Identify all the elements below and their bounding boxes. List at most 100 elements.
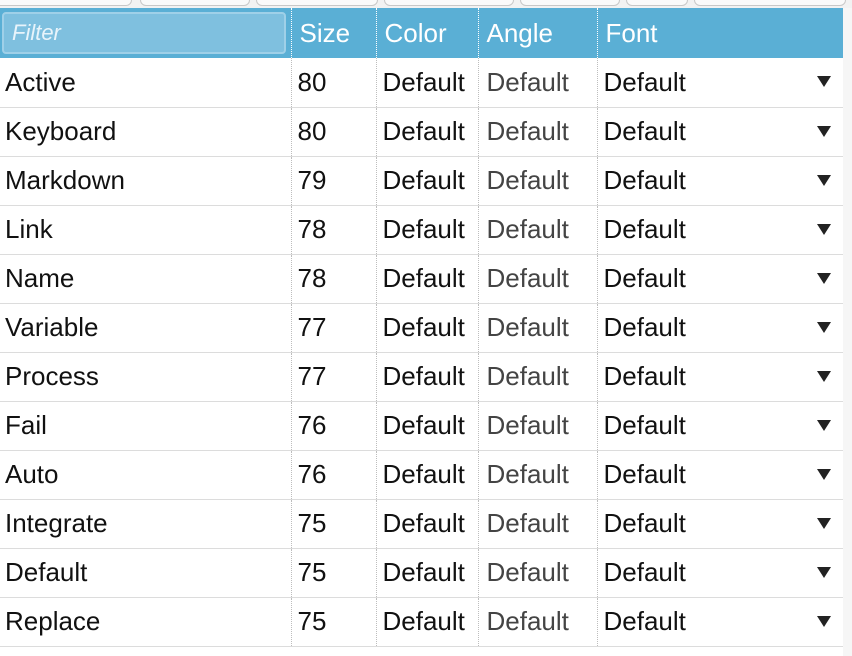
font-cell[interactable]: Default bbox=[597, 499, 843, 548]
vertical-scrollbar[interactable] bbox=[843, 8, 852, 656]
table-row[interactable]: Auto 76 Default Default Default bbox=[0, 450, 843, 499]
table-row[interactable]: Active 80 Default Default Default bbox=[0, 58, 843, 107]
chevron-down-icon[interactable] bbox=[817, 371, 831, 382]
tab-1[interactable] bbox=[0, 0, 132, 6]
chevron-down-icon[interactable] bbox=[817, 76, 831, 87]
font-cell[interactable]: Default bbox=[597, 597, 843, 646]
table-row[interactable]: Default 75 Default Default Default bbox=[0, 548, 843, 597]
angle-cell[interactable]: Default bbox=[478, 352, 597, 401]
size-cell[interactable]: 76 bbox=[291, 450, 376, 499]
tag-name-cell[interactable]: Process bbox=[0, 352, 291, 401]
color-cell[interactable]: Default bbox=[376, 597, 478, 646]
tag-name-cell[interactable]: Markdown bbox=[0, 156, 291, 205]
font-cell[interactable]: Default bbox=[597, 401, 843, 450]
chevron-down-icon[interactable] bbox=[817, 273, 831, 284]
table-row[interactable]: Variable 77 Default Default Default bbox=[0, 303, 843, 352]
column-header-font[interactable]: Font bbox=[597, 8, 843, 58]
tab-7[interactable] bbox=[694, 0, 846, 6]
color-cell[interactable]: Default bbox=[376, 352, 478, 401]
tag-name-cell[interactable]: Keyboard bbox=[0, 107, 291, 156]
column-header-angle[interactable]: Angle bbox=[478, 8, 597, 58]
tag-name-cell[interactable]: Replace bbox=[0, 597, 291, 646]
tab-3[interactable] bbox=[256, 0, 378, 6]
font-cell[interactable]: Default bbox=[597, 107, 843, 156]
chevron-down-icon[interactable] bbox=[817, 469, 831, 480]
font-cell[interactable]: Default bbox=[597, 254, 843, 303]
table-row[interactable]: Markdown 79 Default Default Default bbox=[0, 156, 843, 205]
chevron-down-icon[interactable] bbox=[817, 224, 831, 235]
angle-cell[interactable]: Default bbox=[478, 499, 597, 548]
tag-name-cell[interactable]: Active bbox=[0, 58, 291, 107]
color-cell[interactable]: Default bbox=[376, 401, 478, 450]
angle-cell[interactable]: Default bbox=[478, 548, 597, 597]
color-cell[interactable]: Default bbox=[376, 107, 478, 156]
angle-cell[interactable]: Default bbox=[478, 597, 597, 646]
table-row[interactable]: Link 78 Default Default Default bbox=[0, 205, 843, 254]
angle-cell[interactable]: Default bbox=[478, 58, 597, 107]
font-value: Default bbox=[604, 263, 686, 293]
size-cell[interactable]: 78 bbox=[291, 254, 376, 303]
tag-name-cell[interactable]: Fail bbox=[0, 401, 291, 450]
size-cell[interactable]: 78 bbox=[291, 205, 376, 254]
size-cell[interactable]: 77 bbox=[291, 352, 376, 401]
color-cell[interactable]: Default bbox=[376, 156, 478, 205]
column-header-size[interactable]: Size bbox=[291, 8, 376, 58]
chevron-down-icon[interactable] bbox=[817, 616, 831, 627]
tag-name-cell[interactable]: Link bbox=[0, 205, 291, 254]
size-cell[interactable]: 75 bbox=[291, 597, 376, 646]
size-cell[interactable]: 77 bbox=[291, 303, 376, 352]
table-row[interactable]: Fail 76 Default Default Default bbox=[0, 401, 843, 450]
chevron-down-icon[interactable] bbox=[817, 420, 831, 431]
tab-2[interactable] bbox=[140, 0, 250, 6]
angle-cell[interactable]: Default bbox=[478, 205, 597, 254]
chevron-down-icon[interactable] bbox=[817, 567, 831, 578]
chevron-down-icon[interactable] bbox=[817, 518, 831, 529]
column-header-color[interactable]: Color bbox=[376, 8, 478, 58]
color-cell[interactable]: Default bbox=[376, 499, 478, 548]
size-cell[interactable]: 75 bbox=[291, 499, 376, 548]
tag-name-cell[interactable]: Integrate bbox=[0, 499, 291, 548]
table-row[interactable]: Process 77 Default Default Default bbox=[0, 352, 843, 401]
chevron-down-icon[interactable] bbox=[817, 322, 831, 333]
font-cell[interactable]: Default bbox=[597, 58, 843, 107]
angle-cell[interactable]: Default bbox=[478, 156, 597, 205]
color-cell[interactable]: Default bbox=[376, 548, 478, 597]
font-cell[interactable]: Default bbox=[597, 205, 843, 254]
font-cell[interactable]: Default bbox=[597, 352, 843, 401]
color-cell[interactable]: Default bbox=[376, 303, 478, 352]
font-cell[interactable]: Default bbox=[597, 548, 843, 597]
tag-name-cell[interactable]: Name bbox=[0, 254, 291, 303]
table-row[interactable]: Name 78 Default Default Default bbox=[0, 254, 843, 303]
color-cell[interactable]: Default bbox=[376, 205, 478, 254]
angle-cell[interactable]: Default bbox=[478, 303, 597, 352]
filter-input[interactable] bbox=[2, 12, 286, 54]
size-cell[interactable]: 75 bbox=[291, 548, 376, 597]
tab-6[interactable] bbox=[626, 0, 688, 6]
table-row[interactable]: Integrate 75 Default Default Default bbox=[0, 499, 843, 548]
font-cell[interactable]: Default bbox=[597, 450, 843, 499]
size-cell[interactable]: 76 bbox=[291, 401, 376, 450]
angle-cell[interactable]: Default bbox=[478, 401, 597, 450]
size-cell[interactable]: 80 bbox=[291, 58, 376, 107]
chevron-down-icon[interactable] bbox=[817, 126, 831, 137]
chevron-down-icon[interactable] bbox=[817, 175, 831, 186]
color-cell[interactable]: Default bbox=[376, 58, 478, 107]
table-row[interactable]: Keyboard 80 Default Default Default bbox=[0, 107, 843, 156]
table-row[interactable]: Replace 75 Default Default Default bbox=[0, 597, 843, 646]
tab-4[interactable] bbox=[384, 0, 514, 6]
tag-name-cell[interactable]: Default bbox=[0, 548, 291, 597]
tab-5[interactable] bbox=[520, 0, 620, 6]
tag-style-table: Size Color Angle Font Active80DefaultDef… bbox=[0, 8, 843, 647]
tag-name-cell[interactable]: Auto bbox=[0, 450, 291, 499]
angle-cell[interactable]: Default bbox=[478, 107, 597, 156]
angle-cell[interactable]: Default bbox=[478, 450, 597, 499]
angle-cell[interactable]: Default bbox=[478, 254, 597, 303]
color-cell[interactable]: Default bbox=[376, 450, 478, 499]
tag-name-cell[interactable]: Variable bbox=[0, 303, 291, 352]
font-cell[interactable]: Default bbox=[597, 156, 843, 205]
color-cell[interactable]: Default bbox=[376, 254, 478, 303]
font-cell[interactable]: Default bbox=[597, 303, 843, 352]
font-value: Default bbox=[604, 459, 686, 489]
size-cell[interactable]: 79 bbox=[291, 156, 376, 205]
size-cell[interactable]: 80 bbox=[291, 107, 376, 156]
